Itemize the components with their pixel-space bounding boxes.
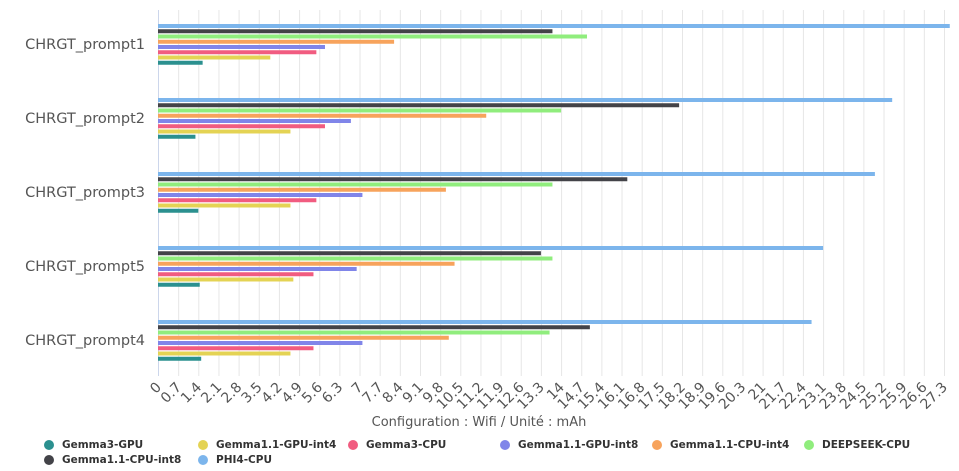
legend-marker-icon xyxy=(44,455,54,465)
bar-gemma3-cpu-chrgt-prompt4[interactable] xyxy=(158,346,314,351)
bar-gemma3-cpu-chrgt-prompt1[interactable] xyxy=(158,50,317,55)
value-axis-labels: 00.71.42.12.83.54.24.95.66.3 77.78.49.19.… xyxy=(147,379,951,412)
category-label: CHRGT_prompt4 xyxy=(25,333,145,349)
bar-gemma1-1-cpu-int4-chrgt-prompt3[interactable] xyxy=(158,187,446,192)
bar-gemma3-cpu-chrgt-prompt5[interactable] xyxy=(158,272,314,277)
bar-gemma1-1-cpu-int8-chrgt-prompt3[interactable] xyxy=(158,177,628,182)
bar-series xyxy=(158,24,950,361)
category-label: CHRGT_prompt5 xyxy=(25,259,145,275)
bar-phi4-cpu-chrgt-prompt2[interactable] xyxy=(158,98,893,102)
bar-gemma1-1-gpu-int8-chrgt-prompt1[interactable] xyxy=(158,45,325,49)
bar-gemma3-gpu-chrgt-prompt2[interactable] xyxy=(158,134,196,139)
legend-label: Gemma1.1-GPU-int4 xyxy=(216,439,337,451)
bar-gemma1-1-gpu-int8-chrgt-prompt5[interactable] xyxy=(158,267,357,271)
legend-label: DEEPSEEK-CPU xyxy=(822,439,911,451)
bar-gemma1-1-gpu-int4-chrgt-prompt3[interactable] xyxy=(158,203,291,208)
category-label: CHRGT_prompt1 xyxy=(25,37,145,53)
legend-label: Gemma1.1-GPU-int8 xyxy=(518,439,639,451)
legend-marker-icon xyxy=(348,440,358,450)
legend-marker-icon xyxy=(198,455,208,465)
legend-label: Gemma3-GPU xyxy=(62,439,144,451)
bar-phi4-cpu-chrgt-prompt1[interactable] xyxy=(158,24,950,28)
bar-deepseek-cpu-chrgt-prompt3[interactable] xyxy=(158,182,553,187)
bar-gemma1-1-gpu-int4-chrgt-prompt5[interactable] xyxy=(158,277,294,282)
bar-phi4-cpu-chrgt-prompt3[interactable] xyxy=(158,172,875,176)
bar-gemma1-1-gpu-int8-chrgt-prompt2[interactable] xyxy=(158,119,351,123)
legend-item-gemma3-gpu[interactable]: Gemma3-GPU xyxy=(44,438,143,452)
bar-gemma1-1-gpu-int4-chrgt-prompt4[interactable] xyxy=(158,351,291,356)
legend: Gemma3-GPU Gemma1.1-GPU-int4 Gemma3-CPU Gem… xyxy=(0,438,959,471)
bar-gemma3-gpu-chrgt-prompt1[interactable] xyxy=(158,60,203,65)
legend-item-gemma1-1-gpu-int4[interactable]: Gemma1.1-GPU-int4 xyxy=(198,438,336,452)
legend-marker-icon xyxy=(652,440,662,450)
bar-gemma3-gpu-chrgt-prompt3[interactable] xyxy=(158,208,199,213)
bar-gemma1-1-cpu-int4-chrgt-prompt2[interactable] xyxy=(158,113,487,118)
legend-marker-icon xyxy=(198,440,208,450)
bar-phi4-cpu-chrgt-prompt4[interactable] xyxy=(158,320,812,324)
category-label: CHRGT_prompt3 xyxy=(25,185,145,201)
category-label: CHRGT_prompt2 xyxy=(25,111,145,127)
legend-item-gemma1-1-gpu-int8[interactable]: Gemma1.1-GPU-int8 xyxy=(500,438,638,452)
x-axis-title: Configuration : Wifi / Unité : mAh xyxy=(372,415,587,430)
legend-item-gemma1-1-cpu-int4[interactable]: Gemma1.1-CPU-int4 xyxy=(652,438,789,452)
bar-gemma3-gpu-chrgt-prompt5[interactable] xyxy=(158,282,200,287)
bar-gemma3-gpu-chrgt-prompt4[interactable] xyxy=(158,356,202,361)
legend-item-deepseek-cpu[interactable]: DEEPSEEK-CPU xyxy=(804,438,910,452)
bar-deepseek-cpu-chrgt-prompt2[interactable] xyxy=(158,108,562,113)
legend-label: Gemma3-CPU xyxy=(366,439,447,451)
bar-gemma1-1-cpu-int4-chrgt-prompt1[interactable] xyxy=(158,39,395,44)
bar-gemma1-1-gpu-int4-chrgt-prompt2[interactable] xyxy=(158,129,291,134)
category-axis-labels: CHRGT_prompt1 CHRGT_prompt2 CHRGT_prompt3 C… xyxy=(25,37,145,349)
bar-phi4-cpu-chrgt-prompt5[interactable] xyxy=(158,246,824,250)
bar-gemma3-cpu-chrgt-prompt3[interactable] xyxy=(158,198,317,203)
legend-label: PHI4-CPU xyxy=(216,454,272,466)
bar-gemma1-1-cpu-int4-chrgt-prompt4[interactable] xyxy=(158,335,449,340)
legend-marker-icon xyxy=(500,440,510,450)
legend-marker-icon xyxy=(44,440,54,450)
bar-gemma1-1-gpu-int4-chrgt-prompt1[interactable] xyxy=(158,55,271,60)
bar-gemma1-1-cpu-int8-chrgt-prompt5[interactable] xyxy=(158,251,541,256)
legend-label: Gemma1.1-CPU-int8 xyxy=(62,454,182,466)
bar-gemma1-1-cpu-int4-chrgt-prompt5[interactable] xyxy=(158,261,455,266)
legend-item-gemma1-1-cpu-int8[interactable]: Gemma1.1-CPU-int8 xyxy=(44,453,181,467)
bar-gemma1-1-cpu-int8-chrgt-prompt4[interactable] xyxy=(158,325,590,330)
bar-deepseek-cpu-chrgt-prompt5[interactable] xyxy=(158,256,553,261)
x-tick-label: 6.3 xyxy=(319,380,346,407)
bar-gemma1-1-cpu-int8-chrgt-prompt1[interactable] xyxy=(158,29,553,34)
bar-gemma3-cpu-chrgt-prompt2[interactable] xyxy=(158,124,325,129)
legend-label: Gemma1.1-CPU-int4 xyxy=(670,439,790,451)
bar-deepseek-cpu-chrgt-prompt4[interactable] xyxy=(158,330,550,335)
bar-deepseek-cpu-chrgt-prompt1[interactable] xyxy=(158,34,587,39)
bar-gemma1-1-gpu-int8-chrgt-prompt3[interactable] xyxy=(158,193,363,197)
bar-gemma1-1-cpu-int8-chrgt-prompt2[interactable] xyxy=(158,103,680,108)
bar-gemma1-1-gpu-int8-chrgt-prompt4[interactable] xyxy=(158,341,363,345)
legend-marker-icon xyxy=(804,440,814,450)
legend-item-phi4-cpu[interactable]: PHI4-CPU xyxy=(198,453,272,467)
grid-lines xyxy=(158,10,945,376)
legend-item-gemma3-cpu[interactable]: Gemma3-CPU xyxy=(348,438,446,452)
